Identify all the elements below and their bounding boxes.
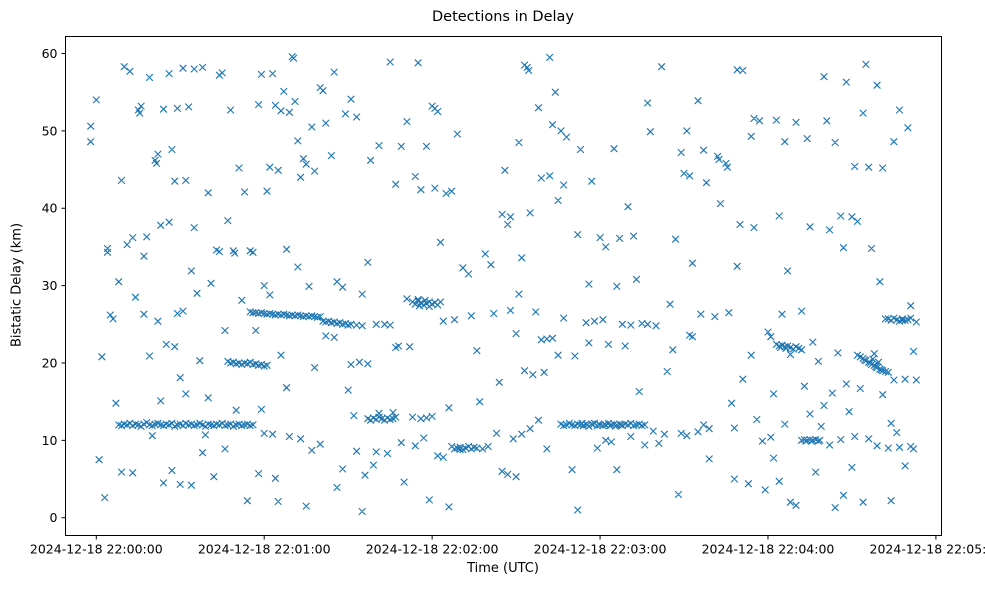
y-tick-label: 50: [42, 123, 58, 138]
x-tick-label: 2024-12-18 22:05:00: [870, 542, 985, 557]
y-tick-label: 0: [50, 510, 58, 525]
x-tick-label: 2024-12-18 22:03:00: [534, 542, 667, 557]
x-axis-label: Time (UTC): [467, 561, 539, 576]
x-tick-label: 2024-12-18 22:04:00: [702, 542, 835, 557]
y-tick-label: 20: [42, 355, 58, 370]
scatter-markers: [87, 53, 920, 516]
y-tick-label: 60: [42, 46, 58, 61]
x-tick-label: 2024-12-18 22:00:00: [30, 542, 163, 557]
y-tick-label: 10: [42, 433, 58, 448]
x-tick-label: 2024-12-18 22:02:00: [366, 542, 499, 557]
x-tick-label: 2024-12-18 22:01:00: [198, 542, 331, 557]
plot-frame: [65, 36, 942, 536]
chart-title: Detections in Delay: [431, 9, 575, 25]
y-tick-label: 30: [42, 278, 58, 293]
y-tick-label: 40: [42, 201, 58, 216]
